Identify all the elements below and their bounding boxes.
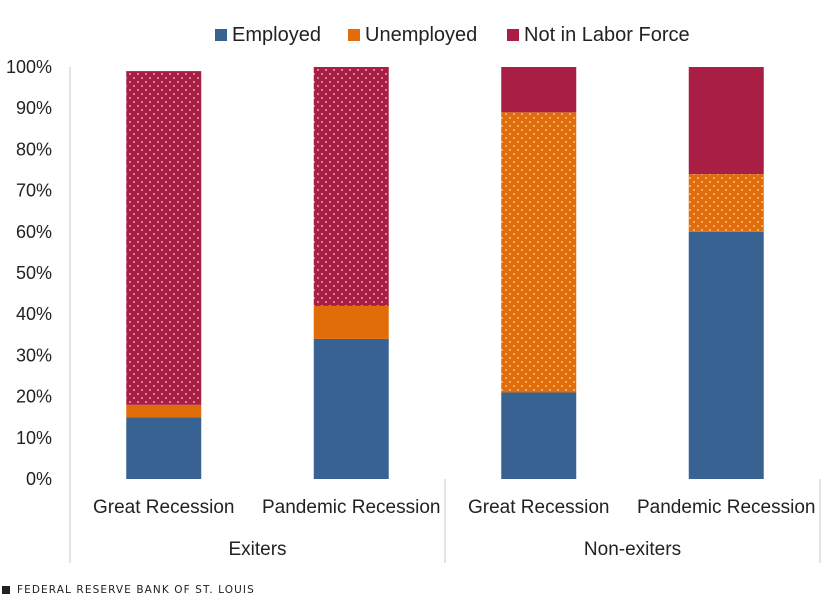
bar-segment-employed [126, 417, 202, 479]
bar-segment-unemployed [688, 174, 764, 232]
y-tick-label: 10% [16, 428, 52, 448]
bar-segment-unemployed [501, 112, 577, 393]
bar-segment-employed [313, 338, 389, 479]
y-tick-label: 50% [16, 263, 52, 283]
footer: FEDERAL RESERVE BANK OF ST. LOUIS [2, 584, 255, 596]
y-axis: 0% 10% 20% 30% 40% 50% 60% 70% 80% 90% 100% [6, 57, 71, 489]
x-category-label: Pandemic Recession [262, 497, 440, 518]
bar-segment-employed [501, 392, 577, 479]
y-tick-label: 90% [16, 98, 52, 118]
y-tick-label: 70% [16, 181, 52, 201]
x-group-label: Non-exiters [584, 539, 681, 560]
y-tick-label: 80% [16, 139, 52, 159]
legend-swatch [215, 29, 227, 41]
y-tick-label: 0% [26, 469, 52, 489]
bar-segment-not-in-labor-force [313, 67, 389, 306]
legend: Employed Unemployed Not in Labor Force [215, 24, 690, 46]
bar-segment-not-in-labor-force [501, 67, 577, 113]
y-tick-label: 40% [16, 304, 52, 324]
bar-segment-unemployed [126, 404, 202, 418]
footer-source: FEDERAL RESERVE BANK OF ST. LOUIS [17, 584, 255, 596]
x-group-label: Exiters [228, 539, 286, 560]
x-axis: Great Recession Pandemic Recession Great R… [69, 479, 821, 563]
bar-segment-unemployed [313, 305, 389, 339]
bar-segment-not-in-labor-force [688, 67, 764, 175]
y-tick-label: 30% [16, 345, 52, 365]
y-tick-label: 100% [6, 57, 52, 77]
x-category-label: Great Recession [468, 497, 610, 518]
y-tick-label: 20% [16, 387, 52, 407]
legend-swatch [507, 29, 519, 41]
x-category-label: Great Recession [93, 497, 235, 518]
bar-segment-employed [688, 231, 764, 479]
bar-segment-not-in-labor-force [126, 71, 202, 405]
legend-label: Not in Labor Force [524, 24, 690, 46]
x-category-label: Pandemic Recession [637, 497, 815, 518]
legend-swatch [348, 29, 360, 41]
stacked-bar-chart: Employed Unemployed Not in Labor Force 0% 1… [6, 24, 821, 563]
y-tick-label: 60% [16, 222, 52, 242]
legend-label: Unemployed [365, 24, 477, 46]
bars [126, 67, 764, 479]
legend-label: Employed [232, 24, 321, 46]
footer-square-icon [2, 586, 10, 594]
